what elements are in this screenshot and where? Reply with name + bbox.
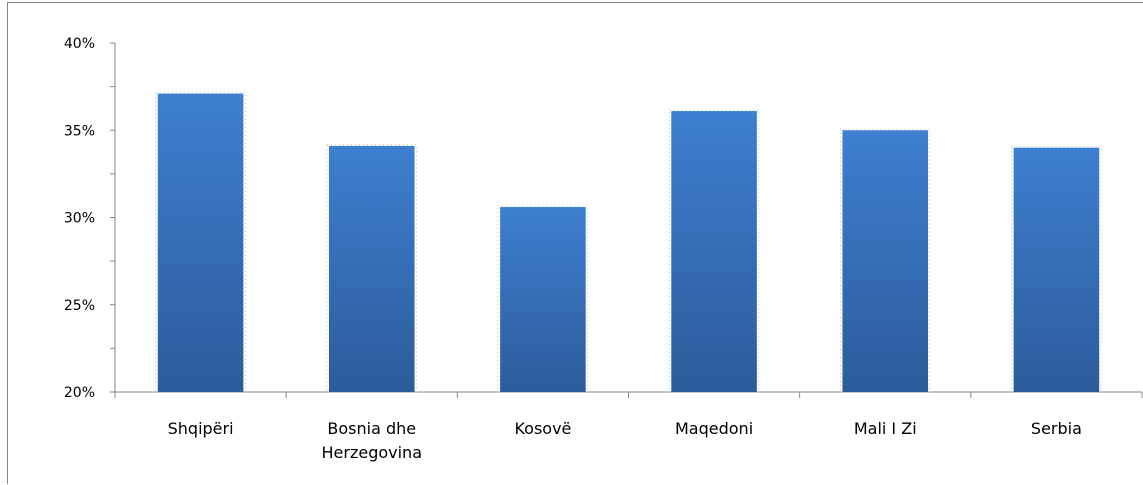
y-tick-label: 30%: [64, 211, 95, 227]
x-category-label: Shqipëri: [168, 419, 234, 438]
category-labels: Shqipëri Bosnia dhe Herzegovina Kosovë Maqed…: [168, 419, 1082, 462]
bar-chart: 20% 25% 30% 35% 40% Shqipëri Bosnia dhe Herzeg…: [64, 36, 1143, 462]
chart-frame: 20% 25% 30% 35% 40% Shqipëri Bosnia dhe Herzeg…: [7, 2, 1143, 484]
bar-shadow: [326, 144, 418, 393]
bar-3: [671, 111, 757, 393]
bar-5: [1013, 147, 1100, 392]
x-axis: [114, 391, 1143, 398]
x-category-label: Kosovë: [514, 419, 571, 438]
y-tick-label: 20%: [64, 385, 95, 401]
x-category-label: Mali I Zi: [854, 419, 917, 438]
bar-4: [842, 130, 929, 392]
x-category-label: Serbia: [1031, 419, 1082, 438]
x-category-label: Bosnia dhe Herzegovina: [322, 419, 423, 462]
y-tick-label: 35%: [64, 123, 95, 139]
bar-1: [328, 145, 415, 392]
y-tick-labels: 20% 25% 30% 35% 40%: [64, 36, 95, 401]
bar-shadow: [839, 128, 931, 393]
x-category-label: Maqedoni: [675, 419, 753, 438]
bar-shadow: [1011, 146, 1102, 393]
bar-2: [500, 207, 586, 392]
y-tick-label: 40%: [64, 36, 95, 52]
y-axis: 20% 25% 30% 35% 40%: [64, 36, 116, 401]
bar-0: [157, 93, 244, 392]
y-tick-label: 25%: [64, 298, 95, 314]
bars: [155, 92, 1102, 393]
bar-shadow: [155, 92, 246, 393]
